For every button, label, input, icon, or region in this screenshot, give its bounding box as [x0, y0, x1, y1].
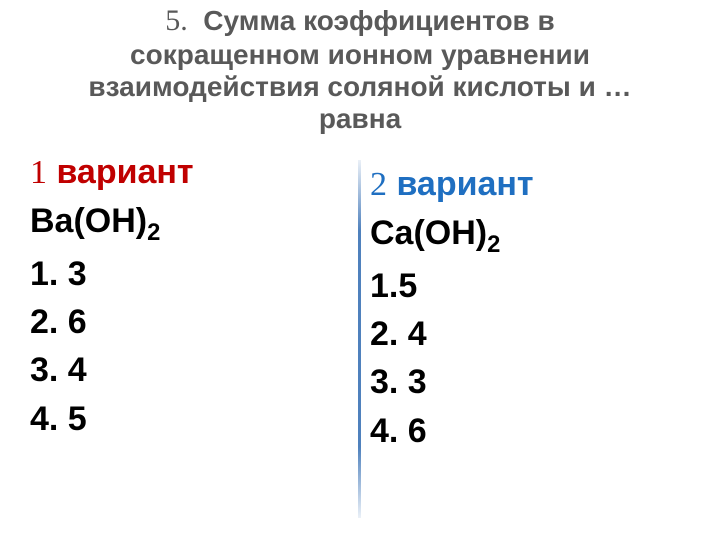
variant-2-formula: Ca(OH)2	[370, 209, 690, 262]
column-right: 2 вариант Ca(OH)2 1.5 2. 4 3. 3 4. 6	[370, 160, 690, 455]
formula-sub-left: 2	[147, 219, 160, 246]
variant-2-number: 2	[370, 166, 387, 203]
variant-1-number: 1	[30, 154, 47, 191]
variant-2-option: 4. 6	[370, 407, 690, 455]
formula-base-right: Ca(OH)	[370, 214, 487, 252]
variant-1-label: вариант	[56, 153, 193, 191]
variant-2-option: 3. 3	[370, 358, 690, 406]
column-left: 1 вариант Ba(OH)2 1. 3 2. 6 3. 4 4. 5	[30, 148, 350, 455]
column-divider	[358, 160, 361, 518]
title-line-4: равна	[319, 103, 401, 134]
formula-base-left: Ba(OH)	[30, 202, 147, 240]
variant-1-option: 3. 4	[30, 346, 350, 394]
variant-1-formula: Ba(OH)2	[30, 197, 350, 250]
variant-1-option: 1. 3	[30, 250, 350, 298]
question-title: 5. Сумма коэффициентов в сокращенном ион…	[0, 4, 720, 135]
variant-1-option: 4. 5	[30, 395, 350, 443]
variant-1-option: 2. 6	[30, 298, 350, 346]
variant-2-heading: 2 вариант	[370, 160, 690, 209]
slide: 5. Сумма коэффициентов в сокращенном ион…	[0, 0, 720, 540]
question-number: 5.	[165, 4, 188, 37]
title-line-2: сокращенном ионном уравнении	[130, 39, 590, 70]
title-line-3: взаимодействия соляной кислоты и …	[88, 71, 631, 102]
variant-2-option: 2. 4	[370, 310, 690, 358]
variant-2-label: вариант	[396, 165, 533, 203]
variant-1-heading: 1 вариант	[30, 148, 350, 197]
formula-sub-right: 2	[487, 231, 500, 258]
variant-2-option: 1.5	[370, 262, 690, 310]
title-line-1: Сумма коэффициентов в	[203, 5, 554, 36]
